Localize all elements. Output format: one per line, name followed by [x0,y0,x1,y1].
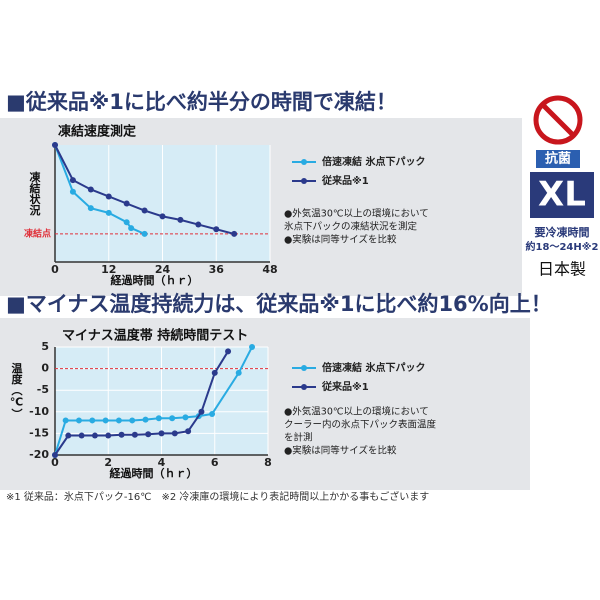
data-point [145,431,152,438]
badge-label: 抗菌 [545,151,571,167]
data-point [102,417,109,424]
data-point [131,431,138,438]
data-point [159,213,166,220]
data-point [52,142,58,148]
freeze-time-label: 要冷凍時間 [535,225,590,239]
note: ●外気温30℃以上の環境において [284,208,429,220]
data-point [155,415,162,422]
x-tick-label: 6 [211,456,219,469]
legend-dot [301,384,307,390]
data-point [78,432,85,439]
data-point [213,226,220,233]
x-tick-label: 48 [262,263,277,276]
x-tick-label: 0 [51,456,59,469]
data-point [209,410,216,417]
note: クーラー内の氷点下パック表面温度 [284,419,437,431]
legend-label: 従来品※1 [321,174,369,187]
y-tick-label: -10 [29,405,49,418]
legend-dot [301,159,307,165]
data-point [128,225,135,232]
data-point [62,417,69,424]
data-point [235,369,242,376]
headline: ■従来品※1に比べ約半分の時間で凍結！ [6,90,397,114]
x-axis-label: 経過時間（ｈｒ） [111,273,199,287]
footnote: ※1 従来品：氷点下パック-16℃ ※2 冷凍庫の環境により表記時間以上かかる事… [6,490,429,503]
reference-label: 凍結点 [24,227,51,239]
data-point [211,369,218,376]
legend-label: 倍速凍結 氷点下パック [322,361,425,374]
data-point [177,216,184,223]
data-point [142,416,149,423]
data-point [195,221,202,228]
legend-dot [301,178,307,184]
x-tick-label: 36 [209,263,225,276]
data-point [249,344,256,350]
data-point [118,431,125,438]
note: 氷点下パックの凍結状況を測定 [284,221,418,233]
data-point [115,417,122,424]
size: XL [538,175,586,215]
data-point [141,207,148,214]
data-point [198,408,205,415]
y-tick-label: 5 [41,340,49,353]
data-point [123,219,130,226]
data-point [87,205,94,212]
legend-label: 倍速凍結 氷点下パック [322,155,425,168]
x-tick-label: 0 [51,263,59,276]
data-point [129,417,136,424]
y-tick-label: -15 [29,426,49,439]
data-point [89,417,96,424]
data-point [182,414,189,421]
data-point [105,209,112,216]
y-axis-label: 温度（℃） [10,361,24,419]
x-tick-label: 4 [158,456,166,469]
chart-title: 凍結速度測定 [58,124,136,140]
data-point [141,230,148,237]
x-tick-label: 24 [155,263,171,276]
y-tick-label: -5 [37,383,49,396]
freeze-time: 約18〜24H※2 [526,240,599,253]
data-point [158,430,165,437]
data-point [91,432,98,439]
data-point [69,177,76,184]
data-point [123,200,130,207]
data-point [225,348,232,355]
icon-slash [541,103,575,137]
data-point [171,430,178,437]
data-point [87,186,94,193]
y-tick-label: 0 [41,362,49,375]
origin: 日本製 [538,260,586,279]
data-point [185,428,192,435]
badge: 抗菌 XL 要冷凍時間 約18〜24H※2 日本製 [526,95,599,279]
data-point [75,417,82,424]
y-axis-label: 凍結状況 [28,170,41,216]
x-tick-label: 2 [104,456,112,469]
legend-label: 従来品※1 [321,380,369,393]
x-tick-label: 12 [101,263,116,276]
headline: ■マイナス温度持続力は、従来品※1に比べ約16%向上！ [6,292,552,316]
data-point [52,452,58,458]
note: ●実験は同等サイズを比較 [284,445,397,457]
badge-box [536,150,580,168]
data-point [105,193,112,200]
note: ●外気温30℃以上の環境において [284,406,429,418]
y-tick-label: -20 [29,448,49,461]
data-point [69,188,76,195]
x-tick-label: 8 [264,456,272,469]
chart-title: マイナス温度帯 持続時間テスト [62,328,248,344]
data-point [65,432,72,439]
data-point [169,415,176,422]
note: を計測 [284,432,313,444]
data-point [105,432,112,439]
data-point [231,230,238,237]
x-axis-label: 経過時間（ｈｒ） [110,466,198,480]
legend-dot [301,365,307,371]
size-box [530,172,594,218]
note: ●実験は同等サイズを比較 [284,234,397,246]
